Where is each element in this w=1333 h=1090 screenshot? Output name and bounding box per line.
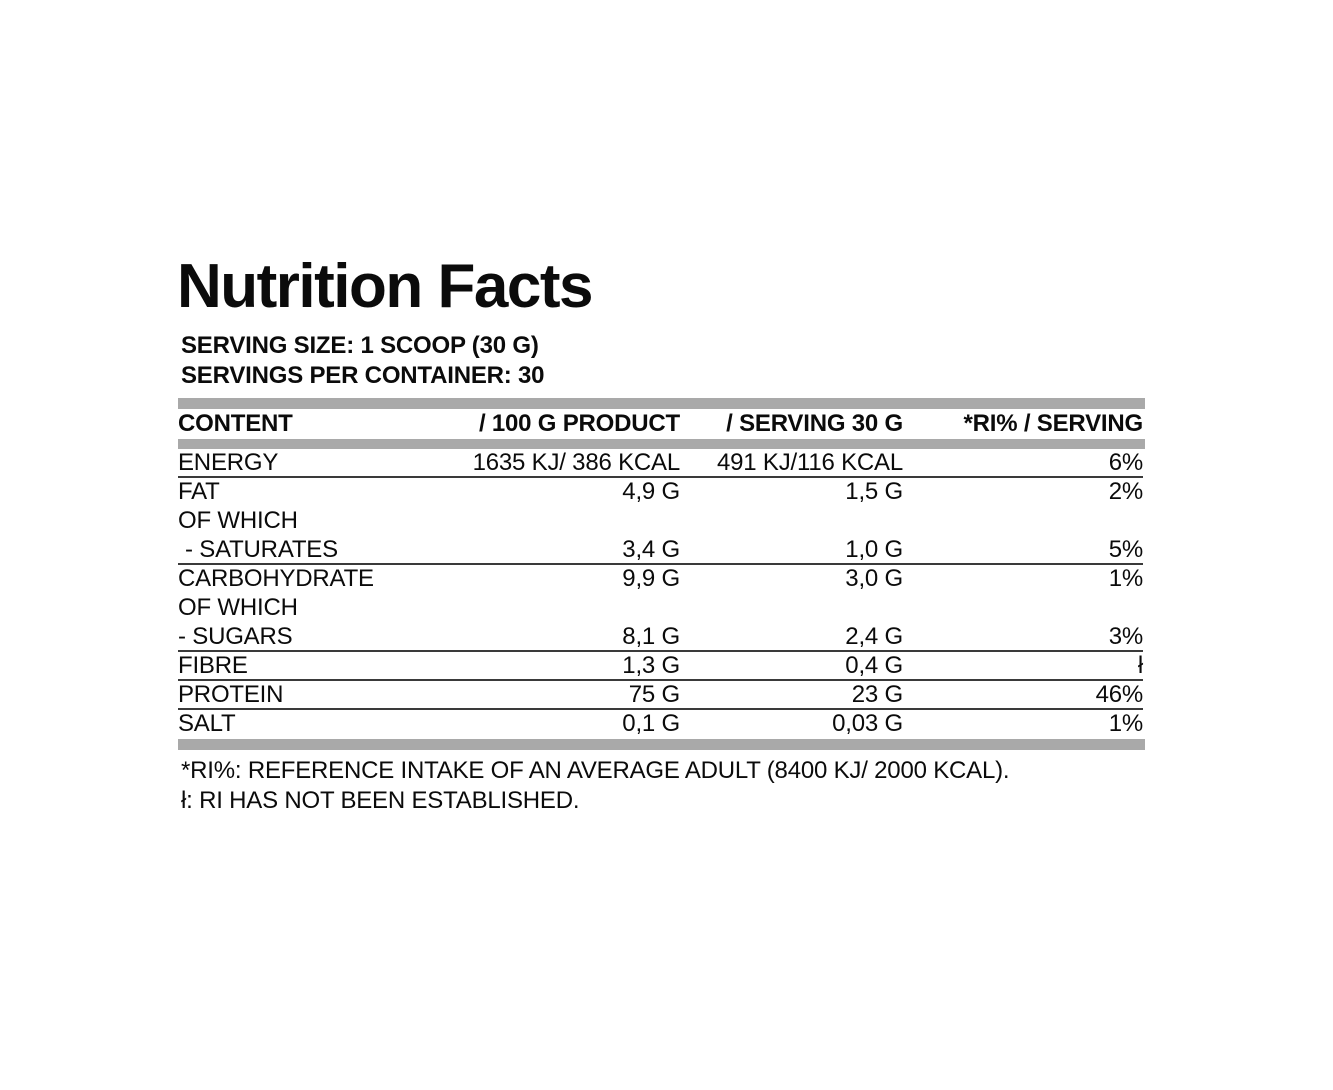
header-top-bar xyxy=(178,398,1145,409)
header-cell-ri-percent: *RI% / SERVING xyxy=(963,410,1144,437)
row-value-per-serving: 0,03 G xyxy=(832,710,903,737)
row-label: OF WHICH xyxy=(178,507,298,534)
row-label: FAT xyxy=(178,478,220,505)
servings-per-container-line: SERVINGS PER CONTAINER: 30 xyxy=(181,362,545,389)
page-title: Nutrition Facts xyxy=(177,252,593,321)
row-value-ri-percent: 1% xyxy=(1108,710,1143,737)
table-header-row: CONTENT / 100 G PRODUCT / SERVING 30 G *… xyxy=(178,409,1143,439)
table-row: SALT 0,1 G 0,03 G 1% xyxy=(178,710,1143,739)
footnote-ri-definition: *RI%: REFERENCE INTAKE OF AN AVERAGE ADU… xyxy=(181,757,1010,784)
row-value-per-100g: 1,3 G xyxy=(622,652,680,679)
row-value-ri-percent: 3% xyxy=(1108,623,1143,650)
table-row: FAT 4,9 G 1,5 G 2% xyxy=(178,478,1143,507)
row-value-per-100g: 1635 KJ/ 386 KCAL xyxy=(472,449,681,476)
row-value-ri-percent: 6% xyxy=(1108,449,1143,476)
row-label: OF WHICH xyxy=(178,594,298,621)
row-value-per-serving: 23 G xyxy=(851,681,903,708)
header-cell-per-100g: / 100 G PRODUCT xyxy=(478,410,680,437)
row-value-per-serving: 1,0 G xyxy=(845,536,903,563)
row-value-ri-percent: 1% xyxy=(1108,565,1143,592)
row-value-per-100g: 8,1 G xyxy=(622,623,680,650)
table-row: - SATURATES 3,4 G 1,0 G 5% xyxy=(178,536,1143,565)
header-cell-per-serving: / SERVING 30 G xyxy=(726,410,903,437)
row-label: ENERGY xyxy=(178,449,279,476)
header-bottom-bar xyxy=(178,439,1145,449)
row-label: SALT xyxy=(178,710,236,737)
row-value-ri-percent: 46% xyxy=(1095,681,1144,708)
row-label: FIBRE xyxy=(178,652,248,679)
row-value-ri-percent: 2% xyxy=(1108,478,1143,505)
header-cell-content: CONTENT xyxy=(178,410,293,437)
table-row: - SUGARS 8,1 G 2,4 G 3% xyxy=(178,623,1143,652)
row-value-per-serving: 2,4 G xyxy=(845,623,903,650)
table-row: CARBOHYDRATE 9,9 G 3,0 G 1% xyxy=(178,565,1143,594)
table-row: OF WHICH xyxy=(178,507,1143,536)
table-bottom-bar xyxy=(178,739,1145,750)
table-row: OF WHICH xyxy=(178,594,1143,623)
row-value-per-100g: 0,1 G xyxy=(622,710,680,737)
table-body: ENERGY 1635 KJ/ 386 KCAL 491 KJ/116 KCAL… xyxy=(178,449,1145,739)
footnote-not-established: ł: RI HAS NOT BEEN ESTABLISHED. xyxy=(181,787,580,814)
row-value-per-100g: 4,9 G xyxy=(622,478,680,505)
row-label: - SATURATES xyxy=(185,536,338,563)
row-value-per-serving: 491 KJ/116 KCAL xyxy=(716,449,903,476)
row-value-per-serving: 3,0 G xyxy=(845,565,903,592)
serving-size-line: SERVING SIZE: 1 SCOOP (30 G) xyxy=(181,332,539,359)
row-value-per-serving: 1,5 G xyxy=(845,478,903,505)
row-value-per-serving: 0,4 G xyxy=(845,652,903,679)
row-label: - SUGARS xyxy=(178,623,293,650)
table-row: FIBRE 1,3 G 0,4 G ł xyxy=(178,652,1143,681)
table-row: ENERGY 1635 KJ/ 386 KCAL 491 KJ/116 KCAL… xyxy=(178,449,1143,478)
table-row: PROTEIN 75 G 23 G 46% xyxy=(178,681,1143,710)
row-label: CARBOHYDRATE xyxy=(178,565,374,592)
row-value-per-100g: 75 G xyxy=(628,681,680,708)
row-value-ri-percent: 5% xyxy=(1108,536,1143,563)
row-value-per-100g: 9,9 G xyxy=(622,565,680,592)
row-value-ri-percent: ł xyxy=(1137,652,1143,679)
row-label: PROTEIN xyxy=(178,681,284,708)
row-value-per-100g: 3,4 G xyxy=(622,536,680,563)
